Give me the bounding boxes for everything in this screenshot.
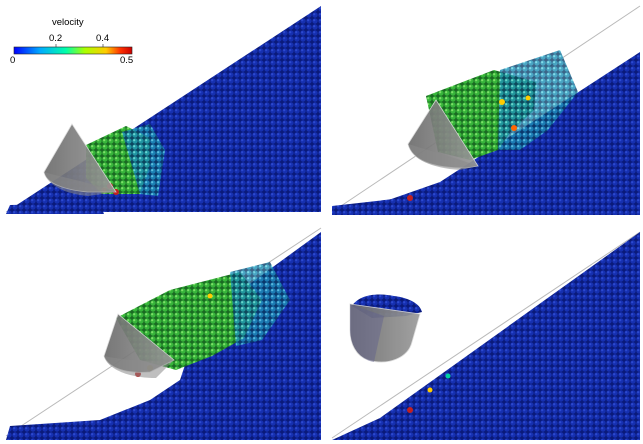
granular-bed bbox=[332, 52, 640, 215]
bucket-tool-face bbox=[408, 144, 478, 170]
fast-particle bbox=[427, 387, 433, 393]
panel-top-left bbox=[6, 6, 321, 214]
fast-particle bbox=[511, 125, 517, 131]
granular-bed-lower bbox=[6, 380, 200, 440]
bucket-tool-face bbox=[350, 304, 384, 362]
transition-zone-particles bbox=[498, 50, 578, 150]
fast-particle bbox=[525, 95, 531, 101]
panel-bottom-left bbox=[5, 227, 322, 440]
bed-floor bbox=[6, 203, 104, 214]
colorbar-gradient bbox=[13, 46, 133, 55]
transition-zone-particles bbox=[122, 124, 165, 196]
fast-particle bbox=[407, 407, 413, 413]
colorbar-tick-label: 0.5 bbox=[120, 55, 133, 66]
bucket-tool-face bbox=[44, 172, 116, 196]
colorbar-tick-label: 0.4 bbox=[96, 33, 109, 44]
transition-zone-particles bbox=[230, 262, 290, 346]
velocity-colorbar: velocity 0 0.2 0.4 0.5 bbox=[10, 17, 133, 66]
fast-particle bbox=[207, 293, 213, 299]
fast-particle bbox=[445, 373, 451, 379]
colorbar-title: velocity bbox=[52, 17, 84, 28]
granular-bed-lower bbox=[332, 180, 470, 215]
fast-particle bbox=[407, 195, 413, 201]
panel-top-right bbox=[331, 5, 641, 215]
colorbar-tick-label: 0 bbox=[10, 55, 15, 66]
colorbar-tick-label: 0.2 bbox=[49, 33, 62, 44]
panel-bottom-right bbox=[331, 231, 641, 440]
incline-line bbox=[331, 231, 641, 439]
bucket-tool-face bbox=[104, 356, 174, 378]
bucket-tool bbox=[349, 303, 421, 363]
granular-bed bbox=[332, 232, 640, 440]
fast-particle bbox=[499, 99, 505, 105]
